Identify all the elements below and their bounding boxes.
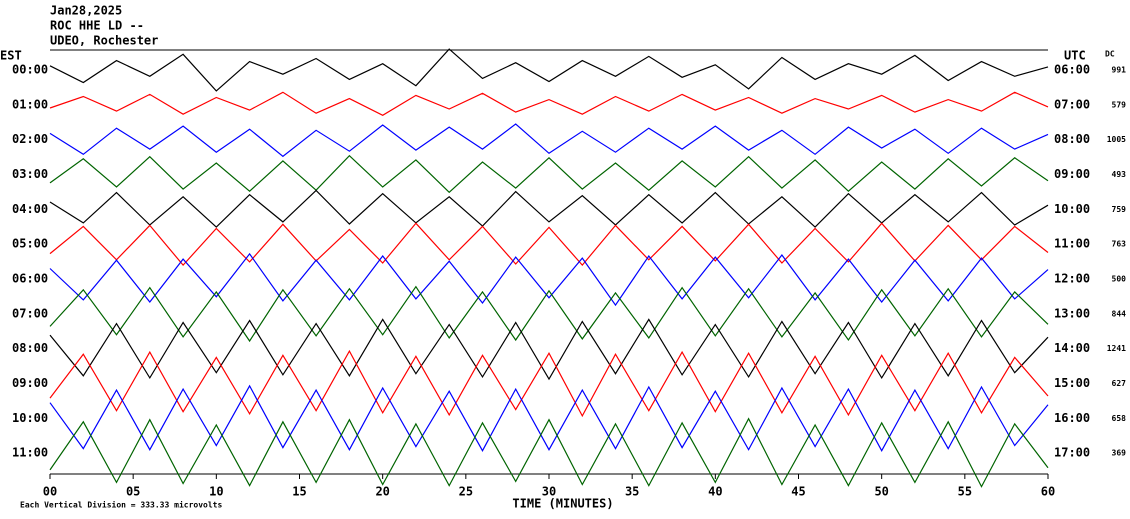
est-row-label: 08:00 <box>12 341 48 355</box>
utc-row-label: 08:00 <box>1054 132 1090 146</box>
trace <box>49 285 1049 343</box>
est-row-label: 02:00 <box>12 132 48 146</box>
trace <box>49 189 1049 228</box>
x-tick-label: 05 <box>126 485 140 499</box>
header-line: ROC HHE LD -- <box>50 19 144 33</box>
dc-value: 991 <box>1112 66 1127 75</box>
utc-row-label: 14:00 <box>1054 341 1090 355</box>
utc-row-label: 10:00 <box>1054 202 1090 216</box>
est-row-label: 10:00 <box>12 411 48 425</box>
est-label: EST <box>0 49 22 63</box>
est-row-label: 11:00 <box>12 446 48 460</box>
x-tick-label: 15 <box>292 485 306 499</box>
est-row-label: 06:00 <box>12 272 48 286</box>
utc-row-label: 17:00 <box>1054 446 1090 460</box>
dc-value: 658 <box>1112 414 1127 423</box>
header-line: Jan28,2025 <box>50 4 122 18</box>
x-tick-label: 25 <box>459 485 473 499</box>
dc-value: 369 <box>1112 449 1127 458</box>
x-tick-label: 60 <box>1041 485 1055 499</box>
dc-label: DC <box>1105 50 1115 59</box>
trace <box>49 222 1049 267</box>
utc-row-label: 12:00 <box>1054 272 1090 286</box>
est-row-label: 00:00 <box>12 63 48 77</box>
dc-value: 627 <box>1112 379 1127 388</box>
x-tick-label: 50 <box>874 485 888 499</box>
utc-row-label: 09:00 <box>1054 167 1090 181</box>
trace <box>49 318 1049 381</box>
dc-value: 844 <box>1112 309 1127 318</box>
trace <box>49 252 1049 307</box>
dc-value: 759 <box>1112 205 1127 214</box>
trace <box>49 384 1049 452</box>
utc-row-label: 06:00 <box>1054 63 1090 77</box>
dc-value: 1005 <box>1107 135 1126 144</box>
utc-row-label: 07:00 <box>1054 97 1090 111</box>
x-tick-label: 35 <box>625 485 639 499</box>
x-tick-label: 40 <box>708 485 722 499</box>
trace <box>49 154 1049 194</box>
dc-value: 493 <box>1112 170 1127 179</box>
est-row-label: 09:00 <box>12 376 48 390</box>
est-row-label: 05:00 <box>12 237 48 251</box>
trace <box>49 48 1049 92</box>
x-tick-label: 55 <box>958 485 972 499</box>
x-tick-label: 20 <box>375 485 389 499</box>
x-axis-title: TIME (MINUTES) <box>512 497 613 511</box>
x-tick-label: 00 <box>43 485 57 499</box>
utc-label: UTC <box>1064 49 1086 63</box>
utc-row-label: 15:00 <box>1054 376 1090 390</box>
est-row-label: 03:00 <box>12 167 48 181</box>
x-tick-label: 10 <box>209 485 223 499</box>
utc-row-label: 16:00 <box>1054 411 1090 425</box>
x-tick-label: 30 <box>542 485 556 499</box>
trace <box>49 91 1049 116</box>
trace <box>49 417 1049 488</box>
x-tick-label: 45 <box>791 485 805 499</box>
est-row-label: 04:00 <box>12 202 48 216</box>
dc-value: 763 <box>1112 240 1127 249</box>
dc-value: 579 <box>1112 100 1127 109</box>
est-row-label: 01:00 <box>12 97 48 111</box>
dc-value: 500 <box>1112 275 1127 284</box>
footnote: Each Vertical Division = 333.33 microvol… <box>20 500 222 510</box>
header-line: UDEO, Rochester <box>50 34 158 48</box>
trace <box>49 123 1049 158</box>
est-row-label: 07:00 <box>12 306 48 320</box>
utc-row-label: 11:00 <box>1054 237 1090 251</box>
dc-value: 1241 <box>1107 344 1126 353</box>
trace <box>49 349 1049 418</box>
utc-row-label: 13:00 <box>1054 306 1090 320</box>
